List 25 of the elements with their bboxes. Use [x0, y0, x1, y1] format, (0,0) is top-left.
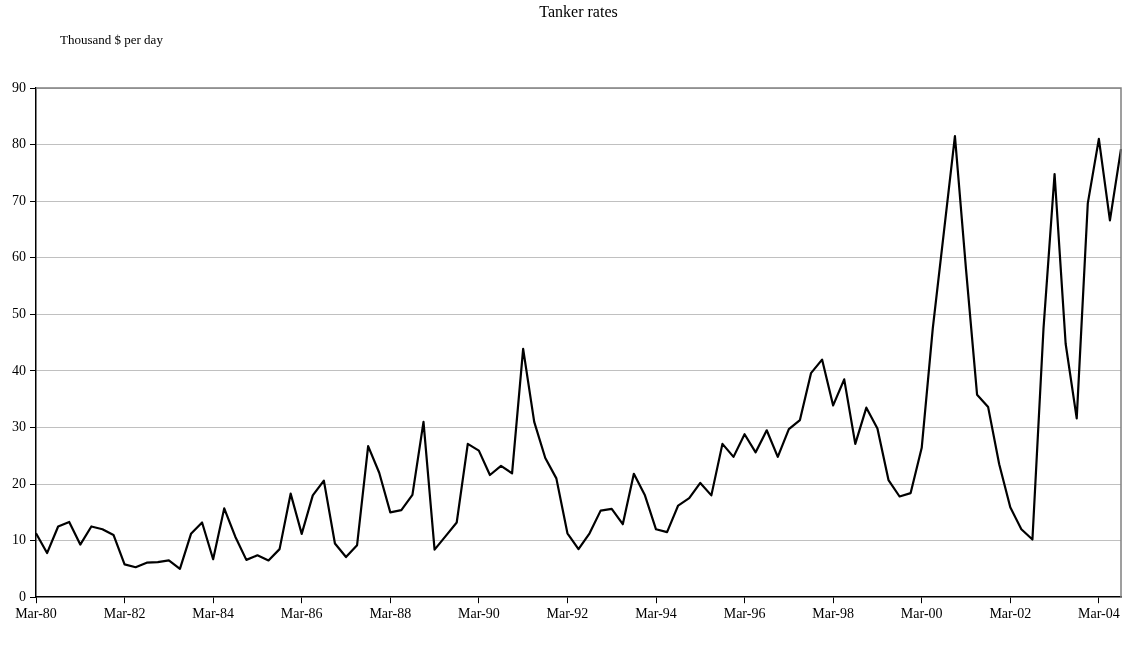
x-tick-label: Mar-96	[723, 606, 766, 622]
x-tick-label: Mar-00	[900, 606, 943, 622]
y-tick-label: 0	[19, 588, 26, 604]
x-tick-label: Mar-04	[1078, 606, 1120, 622]
x-tick-label: Mar-82	[103, 606, 146, 622]
y-tick-label: 70	[12, 192, 26, 208]
y-tick-label: 50	[12, 305, 26, 321]
y-tick-label: 90	[12, 79, 26, 95]
y-tick-label: 80	[12, 136, 26, 152]
x-tick-label: Mar-94	[635, 606, 677, 622]
x-tick-label: Mar-92	[546, 606, 589, 622]
x-tick-label: Mar-86	[280, 606, 323, 622]
x-tick-label: Mar-84	[192, 606, 234, 622]
y-tick-label: 40	[12, 362, 26, 378]
chart-title: Tanker rates	[539, 3, 618, 21]
x-tick-label: Mar-98	[812, 606, 854, 622]
x-tick-label: Mar-80	[15, 606, 57, 622]
y-tick-label: 20	[12, 475, 26, 491]
y-tick-label: 30	[12, 419, 26, 435]
x-tick-label: Mar-02	[989, 606, 1032, 622]
y-tick-label: 60	[12, 249, 26, 265]
y-axis-title: Thousand $ per day	[60, 32, 164, 48]
y-tick-label: 10	[12, 532, 26, 548]
x-tick-label: Mar-90	[458, 606, 500, 622]
x-tick-label: Mar-88	[369, 606, 412, 622]
